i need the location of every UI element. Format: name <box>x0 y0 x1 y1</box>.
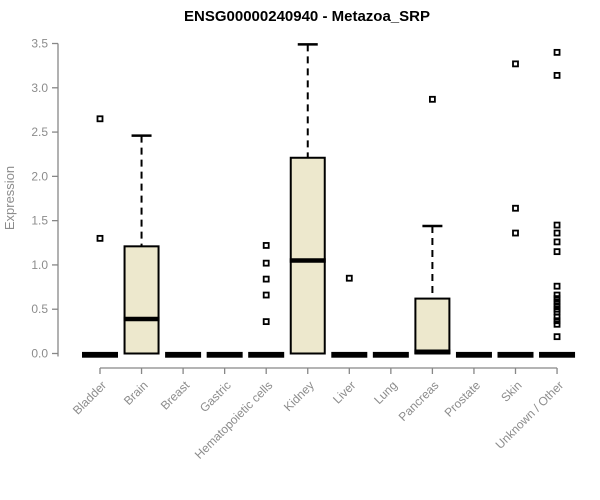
x-tick-label: Liver <box>330 378 358 406</box>
collapsed-box-Liver <box>331 351 368 358</box>
x-tick-label: Lung <box>371 378 400 407</box>
y-axis-label: Expression <box>2 166 17 230</box>
outlier-point <box>262 275 270 283</box>
box-Pancreas <box>414 297 451 355</box>
x-tick-label: Breast <box>158 378 193 413</box>
collapsed-box-Breast <box>165 351 202 358</box>
outlier-point <box>553 48 561 56</box>
outlier-point <box>428 95 436 103</box>
x-tick-label: Brain <box>121 378 151 408</box>
outlier-point <box>512 204 519 212</box>
x-tick-label: Pancreas <box>396 378 442 424</box>
y-tick-label: 3.5 <box>31 37 48 51</box>
x-tick-label: Gastric <box>197 378 234 415</box>
x-tick-label: Prostate <box>442 378 484 420</box>
outlier-point <box>553 295 561 302</box>
y-tick-label: 2.0 <box>31 169 48 183</box>
collapsed-box-Unknown / Other <box>539 351 576 358</box>
collapsed-box-Gastric <box>206 351 243 358</box>
chart-title: ENSG00000240940 - Metazoa_SRP <box>184 8 430 25</box>
outlier-point <box>262 242 270 249</box>
outlier-point <box>553 229 561 237</box>
x-tick-label: Kidney <box>281 378 317 414</box>
y-tick-label: 0.5 <box>31 302 48 316</box>
box-Brain <box>123 245 160 355</box>
outlier-point <box>553 317 561 325</box>
outlier-point <box>553 221 561 229</box>
outlier-point <box>553 302 561 310</box>
outlier-point <box>512 60 519 68</box>
outlier-point <box>262 259 270 267</box>
outlier-point <box>345 274 353 282</box>
collapsed-box-Hematopoietic cells <box>248 351 285 358</box>
outlier-point <box>553 320 561 328</box>
x-tick-label: Hematopoietic cells <box>192 378 275 461</box>
y-tick-label: 0.0 <box>31 347 48 361</box>
outlier-point <box>512 229 519 237</box>
outlier-point <box>553 291 561 299</box>
y-tick-label: 1.0 <box>31 258 48 272</box>
collapsed-box-Prostate <box>455 351 492 358</box>
outlier-point <box>262 318 270 326</box>
x-tick-label: Skin <box>498 378 524 404</box>
outlier-point <box>553 71 561 79</box>
y-tick-label: 1.5 <box>31 214 48 228</box>
boxes-group <box>82 43 576 358</box>
box-Kidney <box>289 156 326 355</box>
y-tick-label: 2.5 <box>31 125 48 139</box>
outlier-point <box>96 115 104 123</box>
outlier-point <box>96 234 104 242</box>
collapsed-box-Lung <box>372 351 409 358</box>
outlier-point <box>553 248 561 256</box>
outlier-point <box>553 238 561 246</box>
outlier-point <box>553 313 561 321</box>
y-tick-label: 3.0 <box>31 81 48 95</box>
outlier-point <box>553 282 561 290</box>
outlier-point <box>553 333 561 341</box>
outlier-point <box>553 298 561 306</box>
outlier-point <box>262 291 270 299</box>
collapsed-box-Skin <box>497 351 534 358</box>
collapsed-box-Bladder <box>82 351 118 358</box>
x-tick-label: Bladder <box>70 378 109 417</box>
